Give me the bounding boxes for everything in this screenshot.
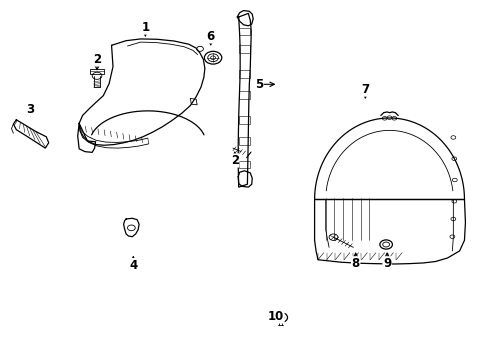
Text: 2: 2 [230,154,239,167]
Text: 7: 7 [361,83,368,96]
Text: 6: 6 [206,30,214,43]
Text: 9: 9 [382,257,390,270]
Text: 3: 3 [26,103,34,116]
Text: 2: 2 [93,53,101,66]
Text: 1: 1 [141,21,149,34]
Text: 10: 10 [267,310,284,323]
Text: 5: 5 [254,78,263,91]
Text: 4: 4 [129,258,137,271]
Text: 8: 8 [351,257,359,270]
